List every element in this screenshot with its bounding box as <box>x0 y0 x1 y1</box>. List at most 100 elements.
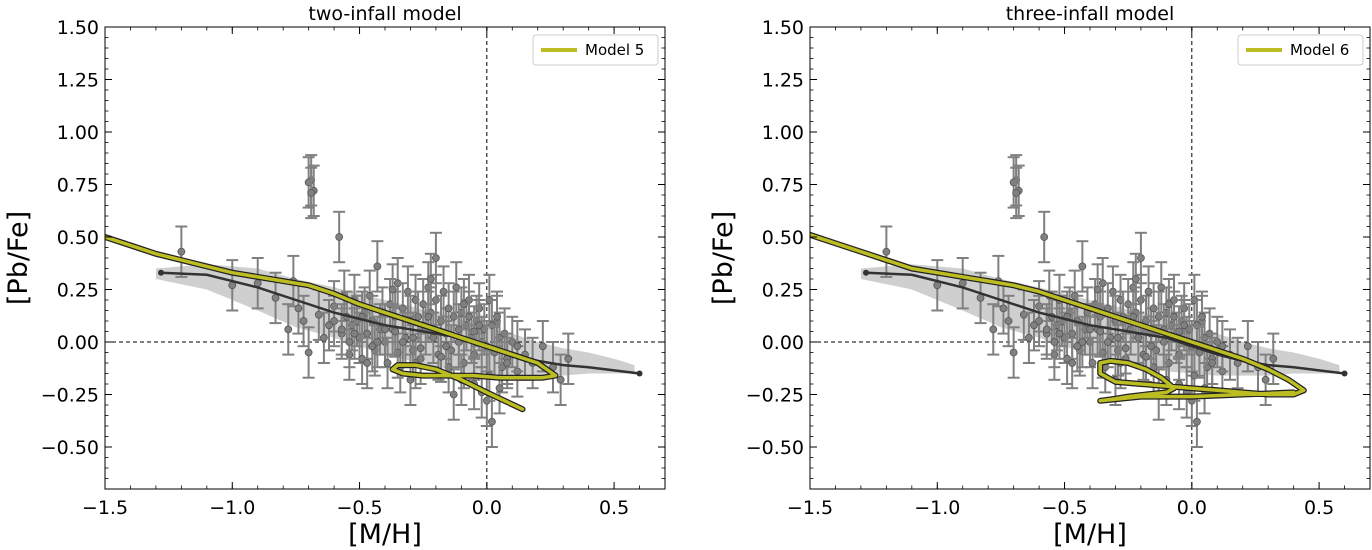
data-point <box>373 338 382 346</box>
data-point <box>538 342 547 351</box>
star-point <box>491 290 503 343</box>
model-line <box>105 235 558 411</box>
data-point <box>1068 359 1077 367</box>
data-point <box>271 293 280 302</box>
data-point <box>1050 338 1059 346</box>
star-point <box>175 225 188 278</box>
star-point <box>1066 336 1079 390</box>
star-point <box>1134 231 1147 285</box>
data-point <box>989 325 998 334</box>
data-point <box>325 321 333 330</box>
data-point <box>437 352 445 361</box>
data-point <box>330 317 338 325</box>
star-point <box>1076 315 1089 369</box>
x-tick-label: −1.0 <box>914 497 960 519</box>
data-point <box>465 312 473 321</box>
x-axis-label: [M/H] <box>1053 519 1127 550</box>
data-point <box>432 296 440 304</box>
star-point <box>381 336 394 390</box>
x-tick-label: 0.0 <box>1177 497 1207 519</box>
panel-title: three-infall model <box>1006 3 1175 25</box>
median-end-point <box>1341 370 1348 377</box>
y-tick-label: 1.25 <box>762 70 804 92</box>
data-point <box>1078 338 1087 346</box>
data-point <box>1035 317 1043 325</box>
star-point <box>931 259 944 312</box>
data-point <box>1078 262 1087 271</box>
star-point <box>379 303 391 356</box>
star-point <box>468 305 481 358</box>
x-tick-label: 0.5 <box>1304 497 1334 519</box>
legend-label: Model 5 <box>585 41 644 59</box>
x-tick-label: −0.5 <box>1041 497 1087 519</box>
star-point <box>333 210 346 264</box>
plot-area <box>810 27 1370 489</box>
star-point <box>226 259 239 312</box>
median-start-point <box>863 269 869 276</box>
data-point <box>1055 329 1064 338</box>
star-point <box>1162 278 1175 331</box>
data-point <box>1025 333 1033 342</box>
data-point <box>432 254 440 262</box>
star-point <box>1216 320 1229 373</box>
data-point <box>404 287 412 296</box>
star-point <box>457 278 470 331</box>
star-point <box>1129 252 1142 306</box>
data-point <box>1147 342 1155 351</box>
data-point <box>439 287 448 296</box>
star-point <box>562 332 575 385</box>
data-point <box>1088 359 1097 367</box>
star-point <box>323 299 335 352</box>
data-point <box>363 359 372 367</box>
median-line <box>160 271 640 375</box>
data-point <box>1243 342 1252 351</box>
data-point <box>381 325 389 334</box>
x-tick-label: 0.5 <box>599 497 629 519</box>
data-point <box>564 354 573 363</box>
data-point <box>320 333 328 342</box>
star-point <box>511 320 524 373</box>
data-point <box>409 333 417 342</box>
data-point <box>383 359 392 367</box>
y-tick-label: 1.50 <box>762 17 804 39</box>
x-tick-label: 0.0 <box>472 497 502 519</box>
data-point <box>1004 317 1013 325</box>
y-tick-label: 0.00 <box>57 332 99 354</box>
star-point <box>1002 294 1015 348</box>
median-end-point <box>636 370 643 377</box>
data-point <box>1137 254 1145 262</box>
x-axis: −1.5 −1.0 −0.5 0.0 0.5 <box>787 27 1371 519</box>
star-point <box>1038 210 1051 264</box>
data-point <box>1103 338 1112 346</box>
data-point <box>1149 304 1158 313</box>
data-point <box>1261 375 1270 384</box>
star-point <box>1267 332 1280 385</box>
y-tick-label: −0.25 <box>746 385 804 407</box>
data-point <box>337 325 346 334</box>
data-point <box>503 359 512 367</box>
data-point <box>284 325 293 334</box>
data-point <box>882 247 891 256</box>
star-point <box>305 166 318 220</box>
star-point <box>1086 336 1099 390</box>
data-point <box>1030 321 1038 330</box>
star-point <box>361 336 374 390</box>
data-point <box>1170 312 1178 321</box>
y-axis-label: [Pb/Fe] <box>3 211 34 305</box>
data-point <box>1121 344 1130 353</box>
model-line <box>810 233 1306 403</box>
star-point <box>328 294 341 348</box>
data-point <box>1042 325 1051 334</box>
data-point <box>391 327 400 336</box>
data-point <box>1086 325 1094 334</box>
star-point <box>366 320 379 373</box>
data-point <box>976 293 985 302</box>
data-point <box>335 233 344 241</box>
data-point <box>1131 275 1140 283</box>
x-axis-label: [M/H] <box>348 519 422 550</box>
star-point <box>1007 326 1020 379</box>
y-axis-label: [Pb/Fe] <box>708 211 739 305</box>
data-point <box>1114 333 1122 342</box>
data-point <box>999 304 1008 313</box>
